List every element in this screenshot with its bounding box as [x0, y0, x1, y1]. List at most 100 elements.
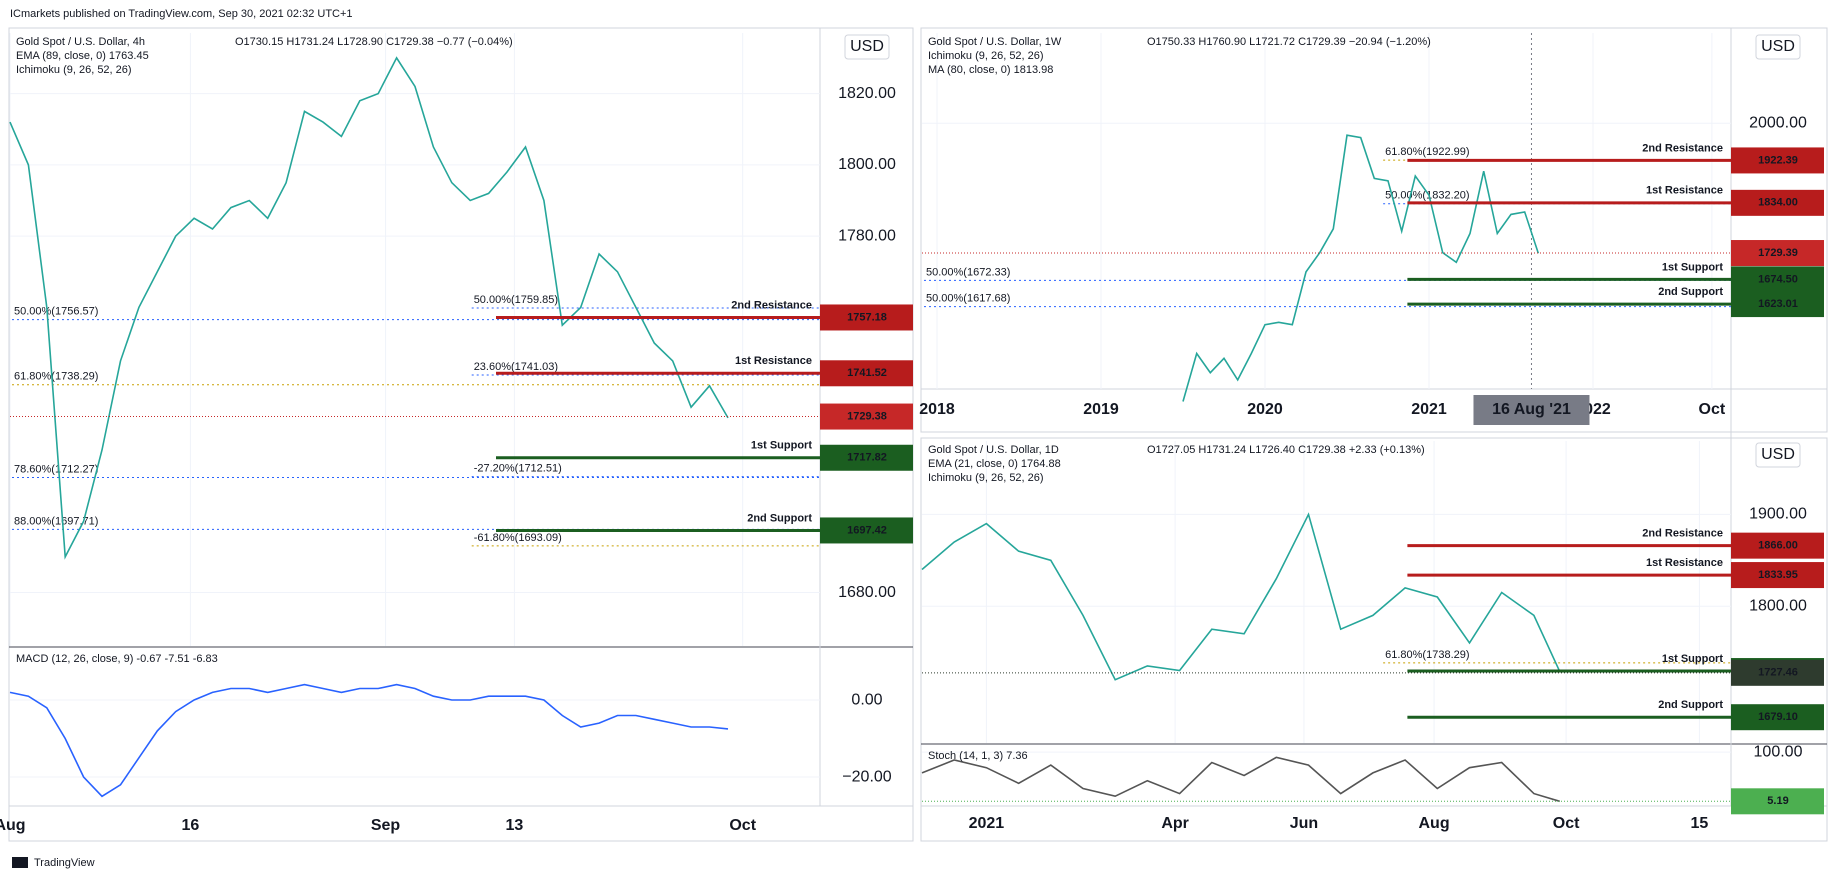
legend-line: Ichimoku (9, 26, 52, 26): [16, 64, 132, 76]
level-name: 1st Support: [1662, 261, 1723, 273]
fib-label: 88.00%(1697.71): [14, 515, 98, 527]
fib-label: 50.00%(1832.20): [1385, 190, 1469, 202]
x-tick-label: 2019: [1083, 401, 1119, 418]
level-value: 1833.95: [1758, 569, 1798, 581]
legend-line: MA (80, close, 0) 1813.98: [928, 64, 1053, 76]
fib-label: 61.80%(1738.29): [1385, 649, 1469, 661]
x-tick-label: Sep: [371, 817, 401, 834]
level-value: 1727.46: [1758, 667, 1798, 679]
fib-label: 61.80%(1922.99): [1385, 146, 1469, 158]
level-box: [1731, 532, 1824, 559]
x-tick-label: 2021: [969, 815, 1005, 832]
level-value: 1757.18: [847, 311, 887, 323]
x-tick-label: Oct: [1553, 815, 1580, 832]
level-box: [1731, 562, 1824, 589]
y-tick-label: 1800.00: [1749, 597, 1807, 614]
crosshair-date-box: [1473, 395, 1590, 425]
x-tick-label: 2018: [919, 401, 955, 418]
price-line: [9, 56, 729, 560]
fib-label: 50.00%(1672.33): [926, 266, 1010, 278]
left-frame: [8, 27, 914, 842]
price-line: [921, 512, 1561, 681]
fib-label: -61.80%(1693.09): [474, 532, 562, 544]
price-line: [921, 756, 1560, 803]
level-name: 1st Resistance: [1646, 185, 1723, 197]
publish-header: ICmarkets published on TradingView.com, …: [10, 8, 353, 20]
y-tick-label: 100.00: [1754, 743, 1803, 760]
level-box: [1731, 704, 1824, 731]
level-name: 2nd Resistance: [1642, 528, 1723, 540]
level-box: [1731, 788, 1824, 815]
level-value: 1866.00: [1758, 540, 1798, 552]
y-tick-label: 0.00: [851, 691, 882, 708]
level-value: 1741.52: [847, 367, 887, 379]
legend-line: MACD (12, 26, close, 9) -0.67 -7.51 -6.8…: [16, 653, 218, 665]
level-box: [820, 517, 913, 544]
level-value: 1729.38: [847, 410, 887, 422]
level-name: 2nd Resistance: [731, 299, 812, 311]
fib-label: -27.20%(1712.51): [474, 463, 562, 475]
legend-line: Ichimoku (9, 26, 52, 26): [928, 50, 1044, 62]
ohlc: O1727.05 H1731.24 L1726.40 C1729.38 +2.3…: [1147, 444, 1425, 456]
legend-line: EMA (21, close, 0) 1764.88: [928, 458, 1061, 470]
x-tick-label: 2021: [1411, 401, 1447, 418]
x-tick-label: 15: [1691, 815, 1709, 832]
level-box: [820, 403, 913, 430]
level-name: 2nd Support: [1658, 286, 1723, 298]
level-value: 1697.42: [847, 524, 887, 536]
bottom-right-frame: [920, 437, 1828, 842]
level-box: [1731, 147, 1824, 174]
brand-logo: [12, 857, 28, 868]
currency: USD: [850, 38, 884, 55]
level-name: 2nd Resistance: [1642, 142, 1723, 154]
y-tick-label: 1900.00: [1749, 506, 1807, 523]
x-tick-label: Apr: [1161, 815, 1189, 832]
x-tick-label: Oct: [1699, 401, 1726, 418]
x-tick-label: 2020: [1247, 401, 1283, 418]
level-name: 1st Support: [1662, 653, 1723, 665]
currency-box: [1755, 34, 1801, 60]
fib-label: 50.00%(1759.85): [474, 294, 558, 306]
fib-label: 61.80%(1738.29): [14, 371, 98, 383]
legend-line: Ichimoku (9, 26, 52, 26): [928, 472, 1044, 484]
y-tick-label: 1780.00: [838, 227, 896, 244]
y-tick-label: 1820.00: [838, 85, 896, 102]
ohlc: O1750.33 H1760.90 L1721.72 C1729.39 −20.…: [1147, 36, 1431, 48]
level-box: [820, 360, 913, 387]
level-box: [1731, 240, 1824, 267]
crosshair-date: 16 Aug '21: [1492, 401, 1571, 418]
currency-box: [844, 34, 890, 60]
footer-brand: TradingView: [34, 857, 95, 869]
legend-line: Gold Spot / U.S. Dollar, 1W: [928, 36, 1062, 48]
fib-label: 50.00%(1617.68): [926, 293, 1010, 305]
level-box: [820, 304, 913, 331]
legend-line: Stoch (14, 1, 3) 7.36: [928, 750, 1028, 762]
legend-line: EMA (89, close, 0) 1763.45: [16, 50, 149, 62]
level-box: [1731, 189, 1824, 216]
y-tick-label: 2000.00: [1749, 114, 1807, 131]
level-box: [1731, 659, 1824, 686]
level-value: 1674.50: [1758, 273, 1798, 285]
level-name: 1st Resistance: [1646, 557, 1723, 569]
price-line: [9, 683, 729, 798]
currency-box: [1755, 442, 1801, 468]
level-name: 1st Support: [751, 440, 812, 452]
top-right-frame: [920, 27, 1828, 433]
currency: USD: [1761, 38, 1795, 55]
x-tick-label: Aug: [0, 817, 26, 834]
ohlc: O1730.15 H1731.24 L1728.90 C1729.38 −0.7…: [235, 36, 513, 48]
currency: USD: [1761, 446, 1795, 463]
level-value: 5.19: [1767, 795, 1788, 807]
level-value: 1623.01: [1758, 298, 1798, 310]
level-value: 1717.82: [847, 452, 887, 464]
level-value: 1922.39: [1758, 154, 1798, 166]
price-line: [1182, 134, 1540, 402]
level-box: [1731, 266, 1824, 293]
fib-label: 23.60%(1741.03): [474, 361, 558, 373]
fib-label: 50.00%(1756.57): [14, 306, 98, 318]
level-box: [1731, 291, 1824, 318]
level-name: 2nd Support: [747, 512, 812, 524]
